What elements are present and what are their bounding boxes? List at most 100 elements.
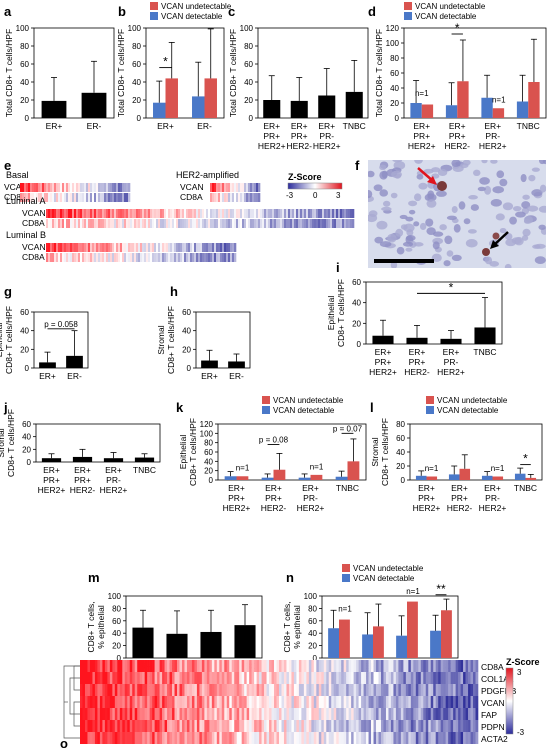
heatmap-cell: [373, 660, 377, 672]
heatmap-cell: [415, 684, 419, 696]
heatmap-cell: [292, 209, 295, 218]
colorbar-o-bar: [505, 667, 514, 735]
heatmap-cell: [256, 672, 260, 684]
heatmap-cell: [154, 209, 157, 218]
heatmap-cell: [310, 209, 313, 218]
heatmap-cell: [60, 253, 63, 262]
heatmap-cell: [234, 672, 238, 684]
heatmap-cell: [64, 193, 67, 202]
nucleus: [405, 216, 414, 222]
heatmap-cell: [142, 696, 145, 708]
heatmap-cell: [254, 672, 257, 684]
heatmap-cell: [152, 243, 155, 252]
heatmap-cell: [219, 708, 223, 720]
colorbar-o: Z-Score 3 -3: [505, 657, 540, 737]
y-axis-label: % epithelial: [292, 605, 302, 649]
heatmap-cell: [119, 660, 123, 672]
heatmap-cell: [184, 253, 187, 262]
heatmap-cell: [70, 243, 73, 252]
heatmap-cell: [190, 219, 193, 228]
heatmap-cell: [348, 660, 352, 672]
heatmap-cell: [28, 183, 31, 192]
heatmap-cell: [50, 253, 53, 262]
heatmap-cell: [118, 183, 121, 192]
heatmap-cell: [54, 243, 57, 252]
heatmap-cell: [104, 209, 107, 218]
heatmap-cell: [114, 193, 117, 202]
heatmap-cell: [363, 708, 367, 720]
heatmap-cell: [104, 720, 108, 732]
heatmap-cell: [322, 209, 325, 218]
heatmap-cell: [460, 696, 464, 708]
nucleus: [413, 221, 420, 227]
heatmap-cell: [385, 720, 389, 732]
heatmap-cell: [254, 193, 257, 202]
heatmap-cell: [413, 708, 417, 720]
heatmap-cell: [463, 684, 466, 696]
heatmap-cell: [281, 696, 285, 708]
heatmap-cell: [224, 209, 227, 218]
heatmap-cell: [333, 720, 337, 732]
plot-frame: [145, 27, 225, 119]
heatmap-cell: [46, 253, 49, 262]
nucleus: [522, 228, 531, 237]
heatmap-cell: [475, 660, 479, 672]
heatmap-cell: [58, 193, 61, 202]
heatmap-cell: [186, 720, 190, 732]
heatmap-cell: [280, 209, 283, 218]
heatmap-cell: [430, 708, 434, 720]
heatmap-cell: [286, 720, 290, 732]
heatmap-row-label: CD8A: [22, 252, 45, 262]
heatmap-cell: [102, 193, 105, 202]
bar: [516, 101, 529, 118]
nucleus: [479, 177, 490, 185]
heatmap-cell: [383, 684, 387, 696]
heatmap-cell: [351, 684, 354, 696]
heatmap-cell: [154, 684, 158, 696]
heatmap-cell: [64, 243, 67, 252]
nucleus: [423, 168, 434, 174]
heatmap-cell: [234, 209, 237, 218]
heatmap-cell: [164, 209, 167, 218]
heatmap-cell: [134, 732, 138, 744]
heatmap-cell: [152, 708, 155, 720]
heatmap-cell: [261, 684, 265, 696]
heatmap-cell: [468, 720, 471, 732]
heatmap-cell: [82, 660, 86, 672]
heatmap-cell: [336, 209, 339, 218]
heatmap-cell: [174, 209, 177, 218]
heatmap-cell: [140, 209, 143, 218]
heatmap-cell: [363, 720, 367, 732]
bar: [134, 457, 155, 462]
heatmap-cell: [294, 219, 297, 228]
bar: [310, 474, 323, 480]
heatmap-cell: [188, 243, 191, 252]
heatmap-cell: [112, 219, 115, 228]
heatmap-cell: [418, 696, 422, 708]
heatmap-cell: [328, 672, 332, 684]
heatmap-cell: [174, 660, 178, 672]
heatmap-cell: [468, 672, 471, 684]
heatmap-cell: [137, 696, 140, 708]
heatmap-cell: [393, 696, 397, 708]
heatmap-cell: [291, 720, 295, 732]
heatmap-cell: [244, 219, 247, 228]
heatmap-cell: [201, 720, 205, 732]
heatmap-cell: [108, 183, 111, 192]
y-tick-label: 0: [25, 114, 30, 123]
nucleus: [477, 186, 486, 192]
heatmap-cell: [132, 672, 136, 684]
y-tick-label: 60: [20, 308, 29, 317]
heatmap-cell: [119, 672, 123, 684]
colorbar-e-tick-mid: 0: [313, 191, 318, 200]
heatmap-cell: [316, 696, 320, 708]
nucleus: [446, 250, 454, 257]
heatmap-cell: [216, 219, 219, 228]
heatmap-cell: [470, 660, 474, 672]
x-tick-label: TNBC: [133, 465, 156, 475]
y-axis-label: Total CD8+ T cells/HPF: [228, 29, 238, 117]
heatmap-cell: [190, 253, 193, 262]
heatmap-cell: [206, 720, 210, 732]
heatmap-cell: [410, 696, 414, 708]
